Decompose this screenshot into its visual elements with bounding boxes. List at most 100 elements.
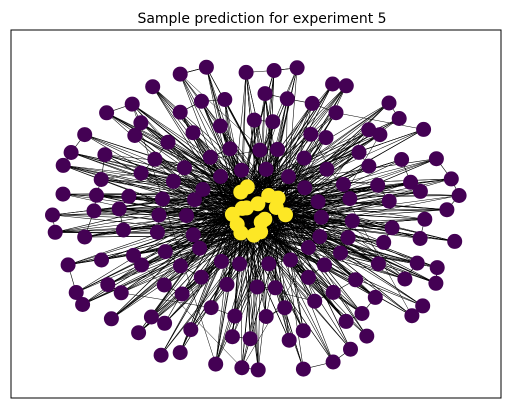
graph-node [234, 360, 250, 376]
graph-node [313, 209, 329, 225]
graph-edge [261, 221, 341, 254]
graph-edge [247, 184, 344, 188]
graph-edge [253, 235, 285, 308]
graph-edge [162, 198, 238, 225]
graph-node [208, 356, 224, 372]
graph-node [177, 160, 192, 176]
graph-node [342, 191, 358, 207]
graph-node [100, 277, 116, 293]
graph-edge [257, 286, 315, 302]
graph-node [428, 275, 444, 291]
graph-node [397, 271, 413, 287]
graph-edge [133, 224, 238, 256]
graph-node [412, 183, 428, 199]
graph-node [131, 325, 147, 341]
graph-node [295, 323, 311, 339]
graph-node [127, 128, 143, 143]
graph-node [381, 193, 397, 209]
graph-node [338, 313, 354, 329]
graph-node [113, 285, 129, 301]
graph-node [185, 227, 201, 243]
graph-edge [232, 214, 309, 248]
graph-node [325, 284, 341, 300]
graph-edge [192, 132, 233, 215]
graph-node [312, 229, 328, 245]
graph-node [391, 111, 407, 126]
graph-node [174, 286, 190, 302]
graph-edge [52, 214, 233, 216]
graph-node [258, 309, 274, 324]
graph-node [151, 207, 167, 223]
graph-node [443, 171, 459, 187]
graph-node [370, 256, 386, 272]
graph-node [265, 114, 281, 130]
graph-node [295, 361, 311, 377]
graph-node [242, 331, 258, 347]
graph-edge [52, 214, 254, 236]
graph-edge [247, 186, 305, 189]
graph-node [55, 157, 71, 173]
graph-edge [101, 214, 233, 261]
graph-edge [131, 104, 216, 365]
graph-node [317, 257, 332, 273]
graph-node [172, 345, 188, 361]
graph-node [155, 191, 170, 207]
graph-node [447, 233, 463, 249]
graph-edge [106, 112, 259, 205]
graph-node [354, 306, 370, 321]
graph-edge [261, 221, 349, 238]
graph-node [261, 256, 277, 272]
graph-node [381, 95, 397, 111]
graph-node [203, 300, 219, 316]
graph-node [279, 91, 295, 107]
graph-node [266, 63, 282, 78]
graph-edge [160, 231, 261, 356]
graph-edge [260, 222, 304, 331]
graph-node [195, 181, 211, 197]
graph-node [224, 329, 240, 345]
graph-node [370, 177, 386, 193]
graph-node [89, 187, 104, 203]
graph-node [149, 224, 165, 240]
graph-node [376, 234, 392, 250]
graph-edge [257, 222, 262, 370]
graph-node [301, 269, 316, 285]
graph-node [222, 141, 238, 157]
graph-edge [277, 197, 384, 243]
graph-edge [186, 214, 233, 216]
graph-node [372, 127, 388, 143]
graph-edge [277, 149, 406, 280]
graph-node [325, 76, 341, 92]
graph-edge [285, 214, 379, 265]
graph-node [227, 308, 243, 324]
graph-node [319, 161, 335, 177]
graph-edge [277, 197, 322, 218]
graph-node [124, 96, 140, 112]
graph-node [198, 59, 214, 75]
graph-node [103, 311, 119, 327]
graph-node [156, 277, 172, 293]
graph-node [403, 174, 419, 190]
graph-node [75, 297, 91, 312]
graph-node [239, 179, 255, 195]
graph-edge [160, 224, 238, 356]
graph-node [217, 92, 233, 107]
graph-node [451, 188, 467, 203]
graph-node [340, 230, 356, 246]
graph-edge [184, 167, 367, 337]
graph-node [361, 158, 377, 174]
graph-node [238, 64, 254, 80]
graph-node [296, 150, 312, 166]
graph-node [47, 224, 63, 240]
graph-node [157, 315, 173, 331]
graph-node [183, 322, 199, 338]
graph-node [307, 293, 323, 309]
graph-node [232, 256, 248, 272]
graph-node [160, 134, 176, 150]
graph-node [250, 362, 266, 378]
graph-node [121, 188, 137, 204]
graph-node [219, 277, 235, 292]
graph-node [270, 141, 285, 157]
graph-node [304, 95, 320, 111]
